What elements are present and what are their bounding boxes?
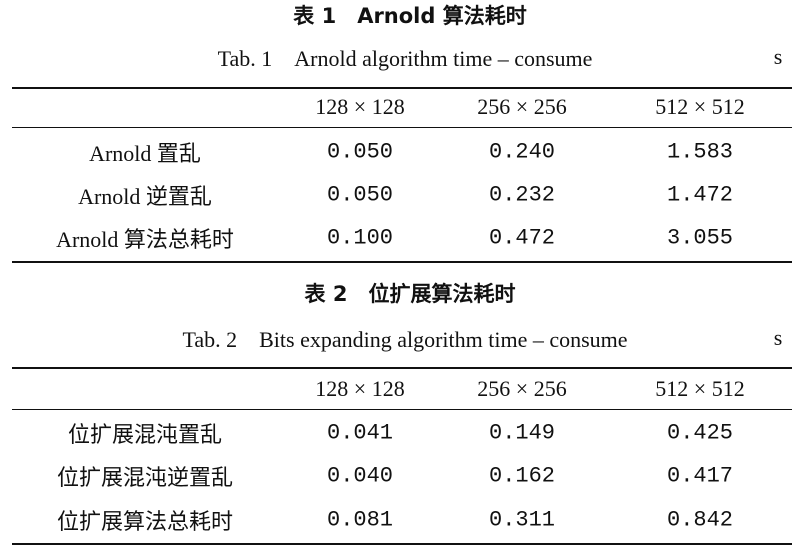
row-label: Arnold 算法总耗时 (56, 227, 234, 252)
cell-value: 0.040 (326, 463, 394, 489)
row-label: 位扩展算法总耗时 (56, 509, 234, 534)
column-header: 512 × 512 (655, 94, 745, 119)
cell-value: 1.583 (666, 139, 734, 165)
cell-value: 0.041 (326, 420, 394, 446)
cell-value: 1.472 (666, 182, 734, 208)
table-rule (12, 367, 792, 369)
column-header: 256 × 256 (477, 94, 567, 119)
cell-value: 0.081 (326, 507, 394, 533)
cell-value: 3.055 (666, 225, 734, 251)
column-header: 128 × 128 (315, 94, 405, 119)
table-rule (12, 87, 792, 89)
table-rule (12, 409, 792, 410)
column-header: 256 × 256 (477, 376, 567, 401)
cell-value: 0.472 (488, 225, 556, 251)
table-rule (12, 127, 792, 128)
table-subtitle: Tab. 1 Arnold algorithm time – consume (217, 46, 593, 71)
cell-value: 0.100 (326, 225, 394, 251)
cell-value: 0.240 (488, 139, 556, 165)
column-header: 512 × 512 (655, 376, 745, 401)
table-rule (12, 543, 792, 545)
table-unit: s (773, 44, 783, 69)
table-title: 表 2 位扩展算法耗时 (304, 282, 516, 306)
row-label: 位扩展混沌置乱 (67, 422, 223, 447)
cell-value: 0.149 (488, 420, 556, 446)
table-rule (12, 261, 792, 263)
table-unit: s (773, 325, 783, 350)
table-title: 表 1 Arnold 算法耗时 (293, 4, 527, 28)
cell-value: 0.050 (326, 182, 394, 208)
row-label: 位扩展混沌逆置乱 (56, 465, 234, 490)
row-label: Arnold 逆置乱 (78, 184, 212, 209)
cell-value: 0.842 (666, 507, 734, 533)
cell-value: 0.417 (666, 463, 734, 489)
table-subtitle: Tab. 2 Bits expanding algorithm time – c… (182, 327, 628, 352)
cell-value: 0.050 (326, 139, 394, 165)
cell-value: 0.425 (666, 420, 734, 446)
cell-value: 0.162 (488, 463, 556, 489)
column-header: 128 × 128 (315, 376, 405, 401)
cell-value: 0.311 (488, 507, 556, 533)
cell-value: 0.232 (488, 182, 556, 208)
row-label: Arnold 置乱 (89, 141, 201, 166)
